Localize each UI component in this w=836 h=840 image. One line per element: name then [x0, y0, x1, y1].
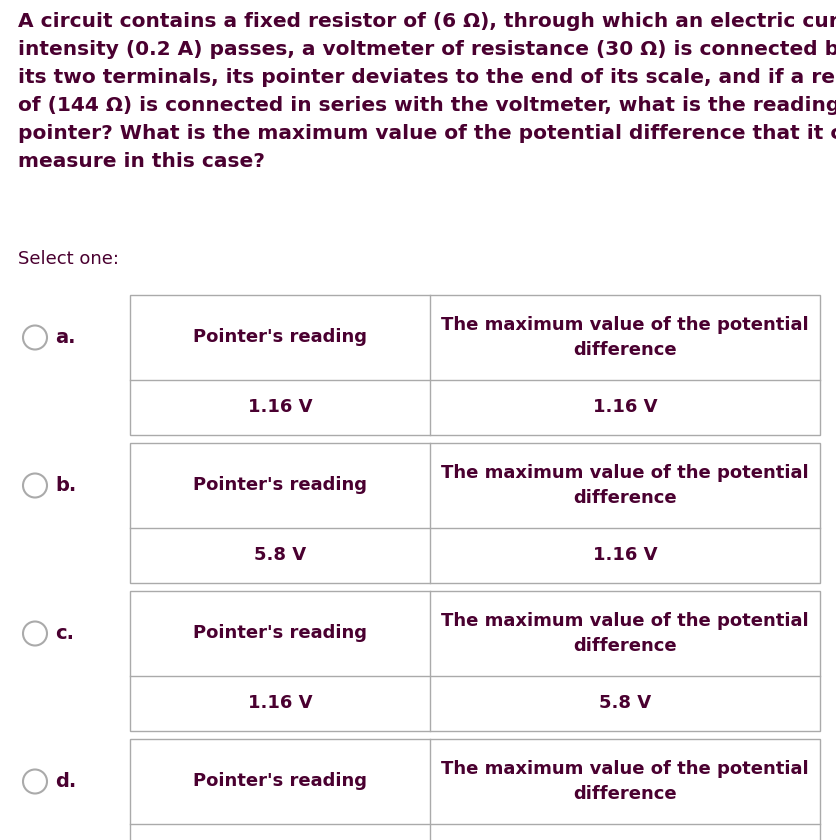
Text: Pointer's reading: Pointer's reading [193, 624, 367, 643]
Text: 1.16 V: 1.16 V [593, 398, 657, 417]
Text: Pointer's reading: Pointer's reading [193, 476, 367, 495]
Bar [130, 295, 820, 435]
Text: 1.16 V: 1.16 V [247, 695, 313, 712]
Text: Select one:: Select one: [18, 250, 119, 268]
Bar [130, 591, 820, 731]
Text: 5.8 V: 5.8 V [254, 547, 306, 564]
Bar [130, 739, 820, 840]
Text: 1.16 V: 1.16 V [593, 547, 657, 564]
Text: The maximum value of the potential
difference: The maximum value of the potential diffe… [441, 464, 808, 507]
Text: 5.8 V: 5.8 V [599, 695, 651, 712]
Text: Pointer's reading: Pointer's reading [193, 328, 367, 346]
Text: The maximum value of the potential
difference: The maximum value of the potential diffe… [441, 316, 808, 359]
Text: a.: a. [55, 328, 75, 347]
Text: b.: b. [55, 476, 76, 495]
Text: A circuit contains a fixed resistor of (6 Ω), through which an electric current : A circuit contains a fixed resistor of (… [18, 12, 836, 171]
Bar [130, 443, 820, 583]
Text: The maximum value of the potential
difference: The maximum value of the potential diffe… [441, 760, 808, 803]
Text: d.: d. [55, 772, 76, 791]
Text: Pointer's reading: Pointer's reading [193, 773, 367, 790]
Text: c.: c. [55, 624, 74, 643]
Text: The maximum value of the potential
difference: The maximum value of the potential diffe… [441, 612, 808, 655]
Text: 1.16 V: 1.16 V [247, 398, 313, 417]
